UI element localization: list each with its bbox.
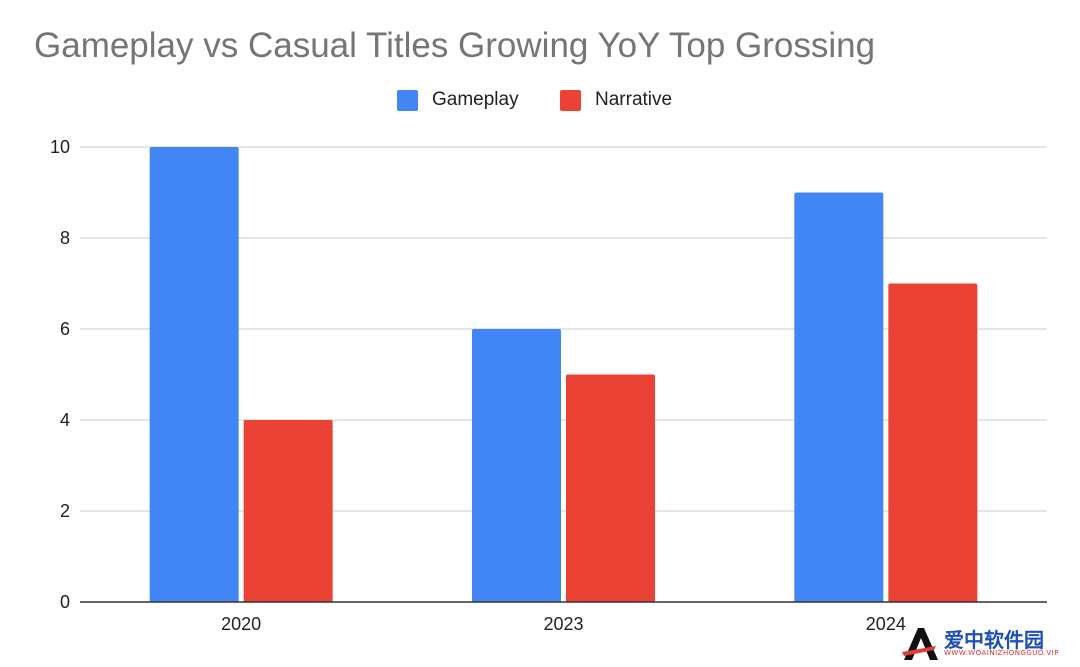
legend-item-gameplay: Gameplay	[397, 89, 519, 111]
y-tick-label: 8	[60, 228, 70, 248]
watermark-logo: 爱中软件园 WWW.WOAINIZHONGGUO.VIP	[900, 624, 1070, 664]
y-tick-label: 2	[60, 501, 70, 521]
bar-narrative-2020	[243, 420, 333, 602]
watermark-text: 爱中软件园	[944, 628, 1044, 652]
y-tick-label: 6	[60, 319, 70, 339]
x-tick-label: 2023	[543, 614, 583, 634]
legend-swatch-gameplay	[397, 89, 418, 111]
legend-label-gameplay: Gameplay	[432, 89, 519, 110]
y-tick-label: 10	[50, 137, 70, 157]
legend-label-narrative: Narrative	[595, 89, 673, 110]
x-tick-label: 2024	[866, 614, 906, 634]
bar-gameplay-2020	[149, 147, 239, 602]
chart-title: Gameplay vs Casual Titles Growing YoY To…	[34, 26, 876, 65]
watermark-subtext: WWW.WOAINIZHONGGUO.VIP	[944, 649, 1059, 657]
y-tick-label: 0	[60, 592, 70, 612]
bar-gameplay-2024	[794, 192, 884, 602]
bar-gameplay-2023	[472, 329, 561, 602]
bar-narrative-2023	[566, 374, 655, 602]
bar-narrative-2024	[888, 283, 978, 602]
legend-swatch-narrative	[560, 89, 581, 111]
legend-item-narrative: Narrative	[560, 89, 672, 111]
watermark-a-icon	[902, 628, 938, 660]
y-tick-label: 4	[60, 410, 70, 430]
x-tick-label: 2020	[221, 614, 261, 634]
chart-legend: Gameplay Narrative	[0, 89, 1080, 115]
